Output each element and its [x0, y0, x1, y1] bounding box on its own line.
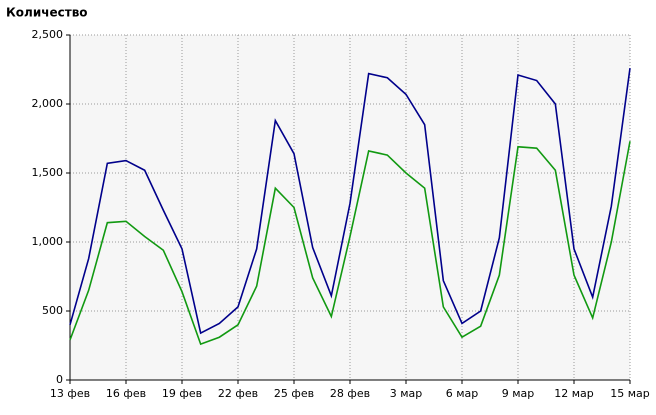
y-tick-label: 1,500	[32, 166, 64, 179]
x-tick-label: 19 фев	[162, 387, 202, 400]
y-tick-label: 1,000	[32, 235, 64, 248]
x-tick-label: 13 фев	[50, 387, 90, 400]
y-tick-label: 2,500	[32, 28, 64, 41]
series-line	[69, 68, 631, 335]
y-tick-label: 500	[42, 304, 63, 317]
x-tick-label: 9 мар	[502, 387, 535, 400]
x-tick-label: 15 мар	[610, 387, 650, 400]
x-tick-label: 3 мар	[390, 387, 423, 400]
x-tick-label: 6 мар	[446, 387, 479, 400]
y-tick-label: 2,000	[32, 97, 64, 110]
chart-title: Количество	[6, 6, 88, 20]
y-tick-label: 0	[56, 373, 63, 386]
x-tick-label: 22 фев	[218, 387, 258, 400]
x-tick-label: 25 фев	[274, 387, 314, 400]
x-tick-label: 16 фев	[106, 387, 146, 400]
x-tick-label: 28 фев	[330, 387, 370, 400]
x-tick-label: 12 мар	[554, 387, 594, 400]
series-line	[69, 141, 631, 346]
